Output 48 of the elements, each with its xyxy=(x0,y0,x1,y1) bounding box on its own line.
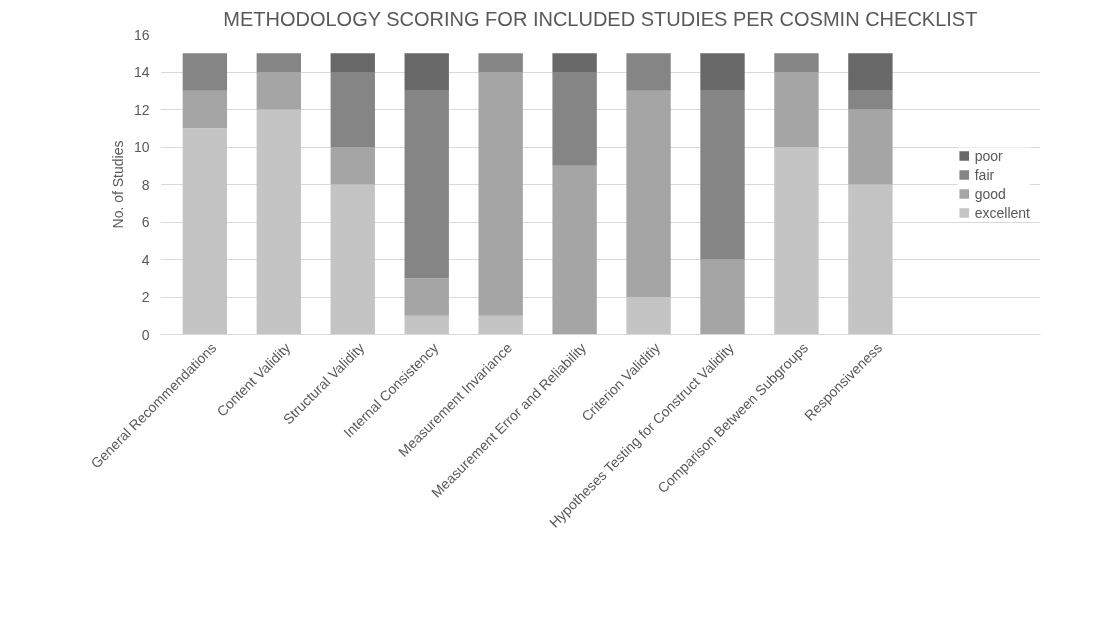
bar xyxy=(626,53,671,91)
bar xyxy=(330,184,375,335)
bar xyxy=(330,72,375,147)
y-tick-label: 6 xyxy=(141,214,150,230)
bar xyxy=(626,297,671,335)
y-tick-label: 16 xyxy=(133,26,150,43)
bar xyxy=(256,53,301,72)
bar xyxy=(848,90,893,110)
bar xyxy=(182,90,228,129)
y-tick-label: 4 xyxy=(141,251,150,268)
bar xyxy=(700,53,745,91)
legend-label: excellent xyxy=(974,204,1030,221)
bar xyxy=(848,184,893,335)
bar xyxy=(404,90,449,279)
legend-label: good xyxy=(974,185,1006,202)
chart-title: METHODOLOGY SCORING FOR INCLUDED STUDIES PER COSMIN CHECKLIST xyxy=(223,7,978,30)
bar xyxy=(774,53,819,72)
bar xyxy=(404,315,449,335)
y-tick-label: 0 xyxy=(141,326,150,343)
bar xyxy=(330,53,375,72)
bar xyxy=(182,53,228,91)
bar xyxy=(404,278,449,316)
y-tick-label: 2 xyxy=(141,289,150,305)
bar xyxy=(256,109,301,335)
bar xyxy=(404,53,449,91)
bar xyxy=(256,72,301,110)
bar xyxy=(700,90,745,260)
bar xyxy=(478,72,523,316)
bar xyxy=(626,90,671,297)
bar xyxy=(182,128,228,335)
y-tick-label: 8 xyxy=(141,176,150,193)
y-tick-label: 14 xyxy=(133,64,150,80)
y-tick-label: 10 xyxy=(133,139,150,155)
bar xyxy=(552,165,597,335)
legend-label: poor xyxy=(974,147,1003,164)
bar xyxy=(478,315,523,335)
bar xyxy=(330,147,375,185)
bar xyxy=(552,53,597,72)
bar xyxy=(774,147,819,335)
bar xyxy=(478,53,523,72)
legend-label: fair xyxy=(974,166,995,183)
bar xyxy=(774,72,819,147)
bar xyxy=(848,53,893,91)
bar xyxy=(700,259,745,335)
y-tick-label: 12 xyxy=(133,101,150,118)
bar xyxy=(848,109,893,185)
y-axis-title: No. of Studies xyxy=(109,140,126,229)
bar xyxy=(552,72,597,166)
